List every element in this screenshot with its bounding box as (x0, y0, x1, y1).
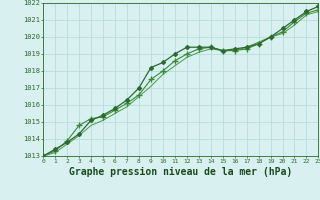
X-axis label: Graphe pression niveau de la mer (hPa): Graphe pression niveau de la mer (hPa) (69, 167, 292, 177)
